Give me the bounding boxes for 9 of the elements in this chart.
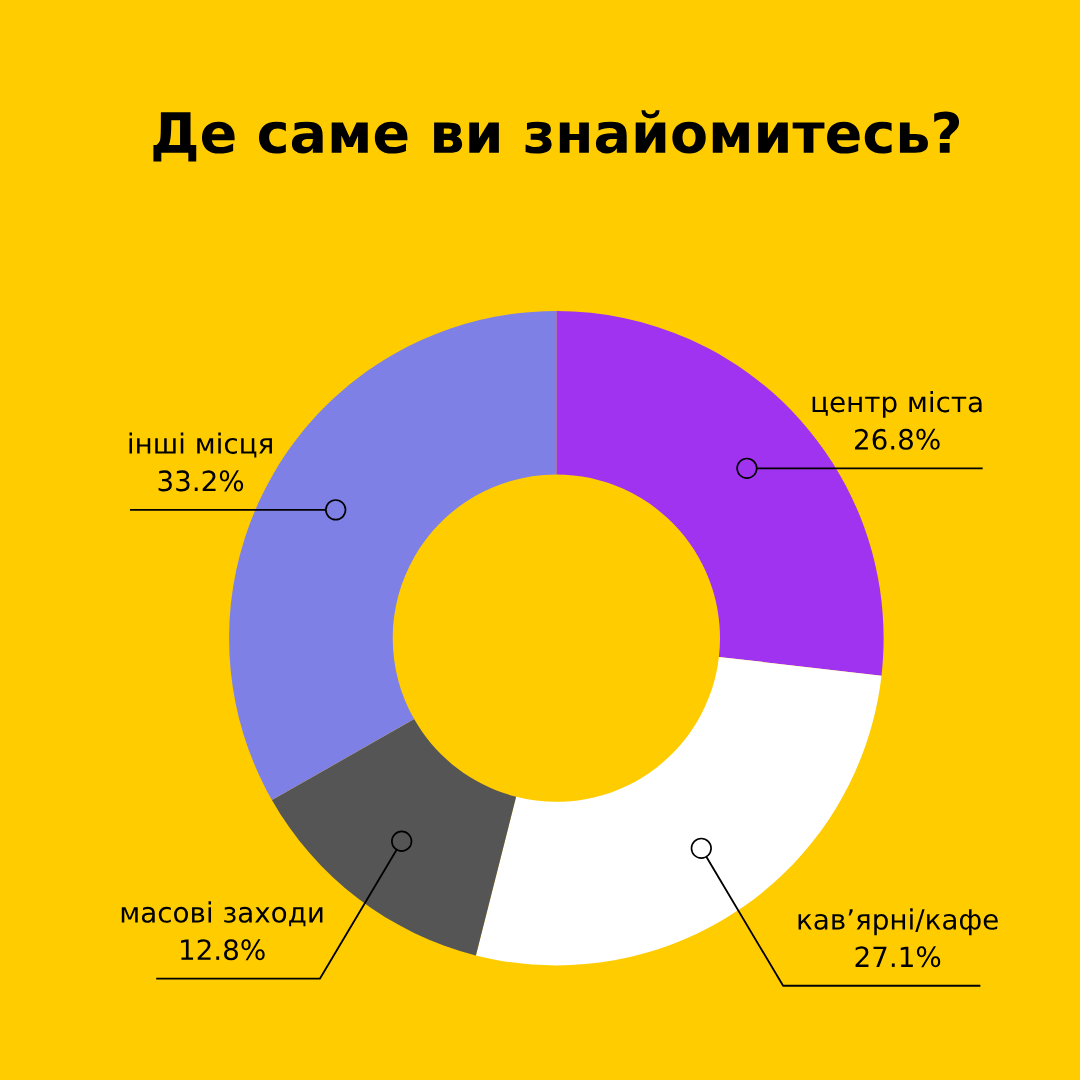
slice-label: кав’ярні/кафе — [798, 908, 998, 936]
chart-title: Де саме ви знайомитесь? — [153, 110, 960, 162]
slice-label: інші місця — [129, 432, 272, 458]
data-label: 33.2% — [158, 470, 244, 492]
data-label: 12.8% — [181, 939, 265, 961]
slice-label: центр міста — [812, 390, 982, 418]
data-label: 27.1% — [855, 946, 941, 968]
slice-label: масові заходи — [121, 901, 323, 927]
data-label: 26.8% — [855, 428, 940, 450]
